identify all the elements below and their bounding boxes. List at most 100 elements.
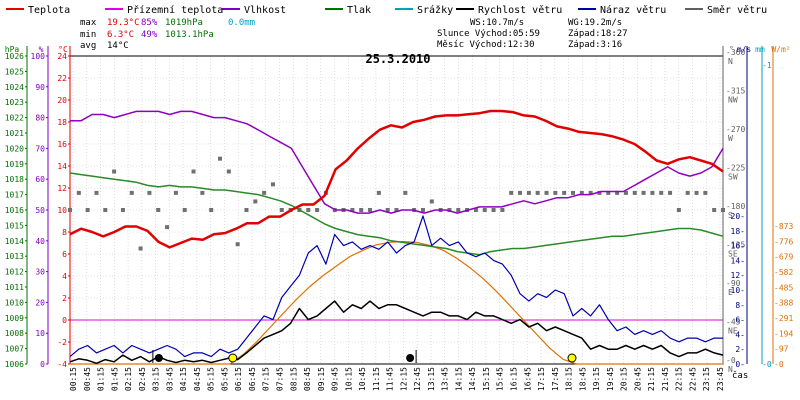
- dir-tick-label: -180: [726, 202, 745, 211]
- temperature-tick-label: 20: [57, 96, 67, 105]
- wind-dir-point: [68, 208, 72, 212]
- dir-axis-label: °: [729, 45, 734, 54]
- temperature-tick-label: 4: [62, 272, 67, 281]
- x-tick-label: 09:45: [331, 367, 340, 391]
- chart-title: 25.3.2010: [365, 52, 430, 66]
- wind-dir-point: [518, 190, 523, 195]
- stat-hum-1: 49%: [141, 30, 158, 40]
- rain-tick-label: -1: [762, 61, 772, 70]
- x-tick-label: 01:45: [110, 367, 119, 391]
- x-tick-label: 02:15: [124, 367, 133, 391]
- wind-dir-point: [703, 190, 708, 195]
- humidity-tick-label: 80: [35, 114, 45, 123]
- wind-dir-point: [315, 208, 320, 212]
- x-tick-label: 03:15: [152, 367, 161, 391]
- wind-dir-point: [209, 208, 214, 212]
- sunrise-marker: [228, 353, 238, 363]
- solar-tick-label: -388: [774, 299, 793, 308]
- pressure-axis-label: hPa: [5, 45, 20, 54]
- legend-label-7: Směr větru: [707, 4, 767, 16]
- humidity-axis-label: %: [39, 45, 44, 54]
- temperature-axis-label: °C: [58, 45, 68, 54]
- pressure-tick-label: 1013: [5, 252, 24, 261]
- humidity-tick-label: 20: [35, 298, 45, 307]
- solar-tick-label: -291: [774, 314, 793, 323]
- humidity-tick-label: 0: [40, 360, 45, 369]
- wind-dir-point: [226, 169, 231, 174]
- rain-axis-label: mm: [755, 45, 765, 54]
- stat-temp-1: 6.3°C: [107, 30, 134, 40]
- wind-dir-point: [588, 190, 593, 195]
- pressure-tick-label: 1022: [5, 114, 24, 123]
- info-text-3: Západ:18:27: [568, 29, 628, 39]
- wind-dir-point: [244, 208, 249, 212]
- wind-dir-point: [562, 190, 567, 195]
- solar-tick-label: -485: [774, 283, 793, 292]
- pressure-tick-label: 1025: [5, 67, 24, 76]
- x-tick-label: 23:15: [702, 367, 711, 391]
- wind-dir-point: [535, 190, 540, 195]
- wind-dir-point: [676, 208, 681, 212]
- series-wind-gust: [69, 215, 723, 358]
- x-tick-label: 00:15: [69, 367, 78, 391]
- wind-dir-point: [147, 190, 152, 195]
- wind-dir-point: [659, 190, 664, 195]
- x-tick-label: 05:15: [207, 367, 216, 391]
- wind-dir-point: [685, 190, 690, 195]
- wind-dir-point: [235, 242, 240, 247]
- wind-dir-point: [165, 225, 170, 230]
- temperature-tick-label: -4: [57, 360, 67, 369]
- legend-label-0: Teplota: [28, 5, 70, 16]
- x-tick-label: 18:15: [565, 367, 574, 391]
- stat-temp-2: 14°C: [107, 41, 129, 51]
- dir-name-label: W: [728, 134, 733, 143]
- pressure-tick-label: 1019: [5, 160, 24, 169]
- stat-press-0: 1019hPa: [165, 18, 203, 28]
- dir-tick-label: -0: [726, 356, 736, 365]
- x-tick-label: 03:45: [165, 367, 174, 391]
- x-tick-label: 11:15: [372, 367, 381, 391]
- wind-dir-point: [641, 190, 646, 195]
- rain-tick-label: -0: [762, 360, 772, 369]
- wind-tick-label: 14-: [731, 256, 745, 265]
- pressure-tick-label: 1006: [5, 360, 24, 369]
- solar-tick-label: -873: [774, 222, 793, 231]
- temperature-tick-label: 10: [57, 206, 67, 215]
- pressure-tick-label: 1024: [5, 83, 24, 92]
- wind-dir-point: [500, 208, 505, 212]
- wind-tick-label: 12-: [731, 271, 745, 280]
- wind-dir-point: [376, 190, 381, 195]
- wind-dir-point: [491, 208, 496, 212]
- plot-area: [68, 109, 725, 365]
- wind-dir-point: [606, 190, 611, 195]
- dir-tick-label: -360: [726, 48, 745, 57]
- temperature-tick-label: 14: [57, 162, 67, 171]
- stat-label-1: min: [80, 30, 96, 40]
- humidity-tick-label: 50: [35, 206, 45, 215]
- x-tick-label: 00:45: [83, 367, 92, 391]
- x-tick-label: 15:45: [496, 367, 505, 391]
- stats-panel: max 19.3°C 85% 1019hPa 0.0mm min 6.3°C 49% 1013.…: [80, 18, 255, 51]
- legend-label-2: Vlhkost: [244, 5, 286, 16]
- stat-rain-0: 0.0mm: [228, 18, 255, 28]
- pressure-tick-label: 1018: [5, 175, 24, 184]
- wind-dir-point: [694, 190, 699, 195]
- wind-axis-label: m/s: [737, 45, 752, 54]
- wind-dir-point: [129, 190, 134, 195]
- temperature-tick-label: 6: [62, 250, 67, 259]
- dir-tick-label: -135: [726, 241, 745, 250]
- wind-dir-point: [623, 190, 628, 195]
- stat-hum-0: 85%: [141, 18, 158, 28]
- x-tick-label: 10:15: [344, 367, 353, 391]
- legend-label-3: Tlak: [347, 5, 371, 16]
- pressure-tick-label: 1016: [5, 206, 24, 215]
- x-tick-label: 20:45: [633, 367, 642, 391]
- wind-dir-point: [579, 190, 584, 195]
- wind-dir-point: [76, 190, 81, 195]
- dir-name-label: SE: [728, 250, 738, 259]
- x-tick-label: 10:45: [358, 367, 367, 391]
- wind-dir-point: [359, 208, 364, 212]
- x-tick-label: 02:45: [138, 367, 147, 391]
